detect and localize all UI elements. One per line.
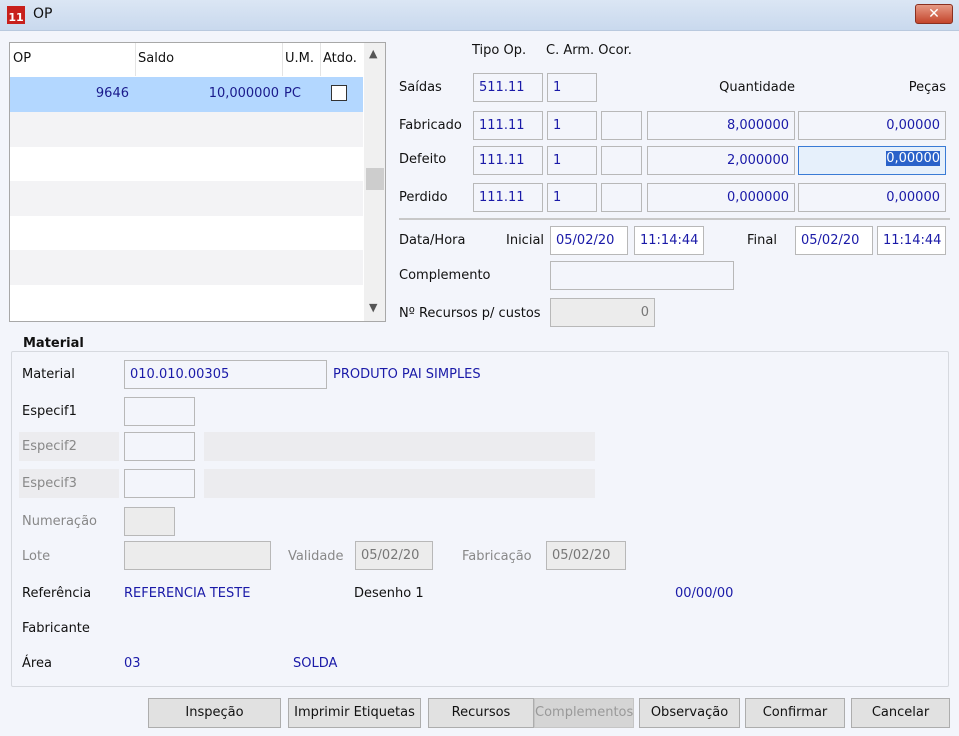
column-header-saldo[interactable]: Saldo <box>138 51 175 66</box>
cell-um: PC <box>284 86 301 101</box>
lote-field <box>124 541 271 570</box>
selected-text: 0,00000 <box>886 151 940 166</box>
confirmar-button[interactable]: Confirmar <box>745 698 845 728</box>
close-icon[interactable]: ✕ <box>915 4 953 24</box>
defeito-quantidade-field[interactable]: 2,000000 <box>647 146 795 175</box>
referencia-label: Referência <box>22 586 92 601</box>
fabricado-tipo-op-field[interactable]: 111.11 <box>473 111 543 140</box>
final-label: Final <box>747 233 777 248</box>
fabricado-ocor-field[interactable] <box>601 111 642 140</box>
inicial-time-field[interactable]: 11:14:44 <box>634 226 704 255</box>
cell-saldo: 10,000000 <box>208 86 279 101</box>
header-tipo-op: Tipo Op. <box>472 43 527 58</box>
fabricado-c-arm-field[interactable]: 1 <box>547 111 597 140</box>
complemento-label: Complemento <box>399 268 491 283</box>
especif3-field <box>124 469 195 498</box>
especif1-field[interactable] <box>124 397 195 426</box>
imprimir-etiquetas-button[interactable]: Imprimir Etiquetas <box>288 698 421 728</box>
material-code-field[interactable]: 010.010.00305 <box>124 360 327 389</box>
area-description: SOLDA <box>293 656 338 671</box>
especif2-field <box>124 432 195 461</box>
cell-op: 9646 <box>95 86 129 101</box>
defeito-tipo-op-field[interactable]: 111.11 <box>473 146 543 175</box>
perdido-pecas-field[interactable]: 0,00000 <box>798 183 946 212</box>
defeito-ocor-field[interactable] <box>601 146 642 175</box>
numeracao-label: Numeração <box>22 514 98 529</box>
especif1-label: Especif1 <box>22 404 77 419</box>
cancelar-button[interactable]: Cancelar <box>851 698 950 728</box>
header-pecas: Peças <box>908 80 946 95</box>
referencia-value: REFERENCIA TESTE <box>124 586 251 601</box>
fabricado-pecas-field[interactable]: 0,00000 <box>798 111 946 140</box>
empty-row <box>10 181 363 216</box>
material-group-title: Material <box>20 336 87 351</box>
empty-row <box>10 250 363 285</box>
perdido-c-arm-field[interactable]: 1 <box>547 183 597 212</box>
scroll-thumb[interactable] <box>366 168 384 190</box>
column-header-um[interactable]: U.M. <box>285 51 314 66</box>
header-quantidade: Quantidade <box>719 80 795 95</box>
empty-row <box>10 112 363 147</box>
especif3-label: Especif3 <box>22 476 77 491</box>
title-bar <box>0 0 959 31</box>
fabricado-label: Fabricado <box>399 118 462 133</box>
fabricacao-label: Fabricação <box>462 549 532 564</box>
validade-field: 05/02/20 <box>355 541 433 570</box>
recursos-button[interactable]: Recursos <box>428 698 534 728</box>
defeito-label: Defeito <box>399 152 447 167</box>
defeito-c-arm-field[interactable]: 1 <box>547 146 597 175</box>
table-row[interactable]: 9646 10,000000 PC <box>10 77 363 112</box>
scroll-down-icon[interactable]: ▼ <box>369 301 378 314</box>
material-label: Material <box>22 367 75 382</box>
op-grid[interactable]: OP Saldo U.M. Atdo. 9646 10,000000 PC ▲ … <box>9 42 386 322</box>
especif2-label: Especif2 <box>22 439 77 454</box>
lote-label: Lote <box>22 549 51 564</box>
divider <box>399 218 950 220</box>
desenho-value: Desenho 1 <box>354 586 424 601</box>
final-time-field[interactable]: 11:14:44 <box>877 226 946 255</box>
perdido-tipo-op-field[interactable]: 111.11 <box>473 183 543 212</box>
datahora-label: Data/Hora <box>399 233 466 248</box>
saidas-c-arm-field[interactable]: 1 <box>547 73 597 102</box>
complemento-field[interactable] <box>550 261 734 290</box>
especif2-description <box>204 432 595 461</box>
complementos-button: Complementos <box>534 698 634 728</box>
svg-text:11: 11 <box>8 11 23 24</box>
area-label: Área <box>22 656 52 671</box>
recursos-field: 0 <box>550 298 655 327</box>
final-date-field[interactable]: 05/02/20 <box>795 226 873 255</box>
defeito-pecas-field[interactable]: 0,00000 <box>798 146 946 175</box>
perdido-quantidade-field[interactable]: 0,000000 <box>647 183 795 212</box>
numeracao-field <box>124 507 175 536</box>
window-title: OP <box>33 6 53 22</box>
observacao-button[interactable]: Observação <box>639 698 740 728</box>
area-code: 03 <box>124 656 141 671</box>
material-group <box>11 351 949 687</box>
saidas-tipo-op-field[interactable]: 511.11 <box>473 73 543 102</box>
fabricante-label: Fabricante <box>22 621 90 636</box>
perdido-label: Perdido <box>399 190 448 205</box>
material-description: PRODUTO PAI SIMPLES <box>333 367 481 382</box>
desenho-date: 00/00/00 <box>675 586 734 601</box>
grid-scrollbar[interactable]: ▲ ▼ <box>364 43 385 321</box>
especif3-description <box>204 469 595 498</box>
header-c-arm-ocor: C. Arm. Ocor. <box>546 43 632 58</box>
column-header-op[interactable]: OP <box>13 51 32 66</box>
fabricacao-field: 05/02/20 <box>546 541 626 570</box>
column-header-atdo[interactable]: Atdo. <box>323 51 357 66</box>
saidas-label: Saídas <box>399 80 442 95</box>
fabricado-quantidade-field[interactable]: 8,000000 <box>647 111 795 140</box>
perdido-ocor-field[interactable] <box>601 183 642 212</box>
atendido-checkbox[interactable] <box>331 85 347 101</box>
app-logo-icon: 11 <box>7 6 25 24</box>
inicial-date-field[interactable]: 05/02/20 <box>550 226 628 255</box>
inspecao-button[interactable]: Inspeção <box>148 698 281 728</box>
recursos-label: Nº Recursos p/ custos <box>399 306 541 321</box>
validade-label: Validade <box>288 549 344 564</box>
scroll-up-icon[interactable]: ▲ <box>369 47 378 60</box>
inicial-label: Inicial <box>506 233 545 248</box>
